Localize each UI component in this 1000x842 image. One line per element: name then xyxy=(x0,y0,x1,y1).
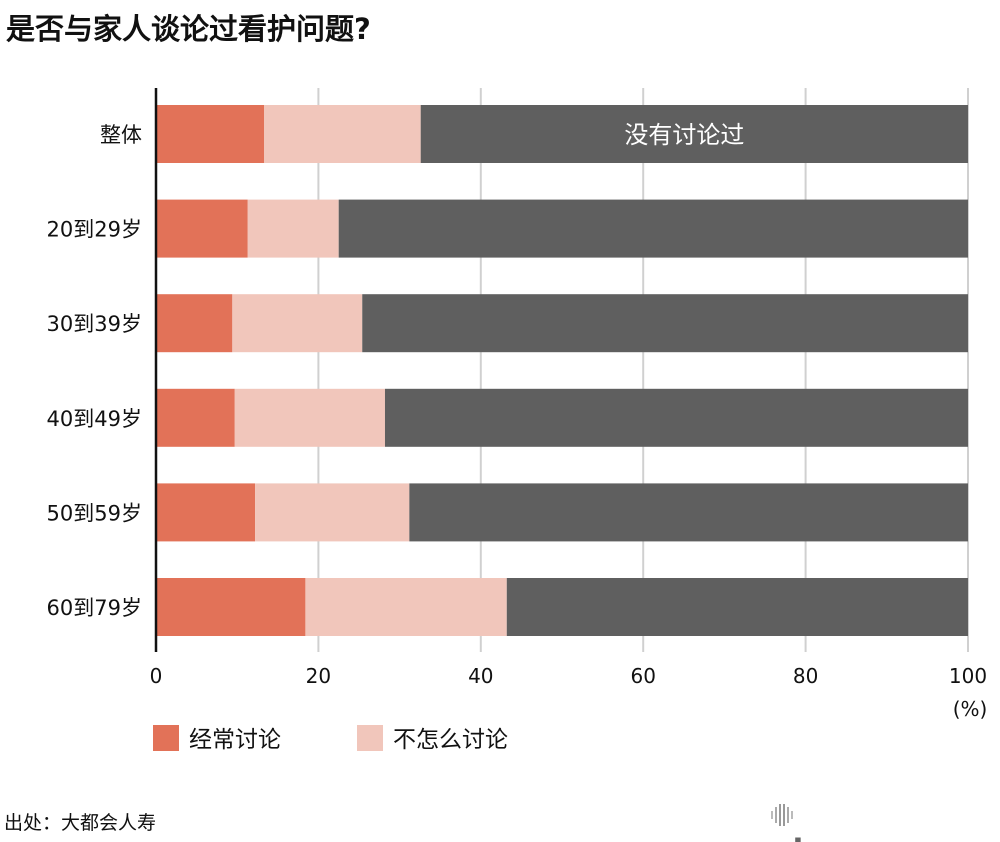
category-label: 20到29岁 xyxy=(47,218,142,242)
bar-segment xyxy=(156,105,264,163)
x-unit-label: (%) xyxy=(953,697,988,721)
bar-segment xyxy=(409,483,968,542)
bar-segment xyxy=(362,294,968,353)
sound-bars-icon xyxy=(771,804,793,826)
bar-segment xyxy=(255,483,410,542)
x-tick-label: 0 xyxy=(150,664,163,688)
x-tick-label: 20 xyxy=(306,664,331,688)
x-tick-label: 80 xyxy=(793,664,818,688)
bar-segment xyxy=(247,199,339,258)
bar-segment xyxy=(156,294,233,353)
nippon-logo: nippon.com xyxy=(770,797,1000,842)
x-tick-label: 100 xyxy=(949,664,987,688)
bar-segment xyxy=(338,199,968,258)
inline-series-label: 没有讨论过 xyxy=(624,121,744,149)
bar-segment xyxy=(156,199,248,258)
category-label: 40到49岁 xyxy=(47,407,142,431)
legend-label: 经常讨论 xyxy=(189,727,281,753)
bar-segment xyxy=(384,388,968,447)
bar-segment xyxy=(234,388,385,447)
legend-swatch xyxy=(357,725,383,751)
bar-segment xyxy=(263,105,421,163)
category-label: 60到79岁 xyxy=(47,596,142,620)
bar-segment xyxy=(156,578,306,636)
legend-label: 不怎么讨论 xyxy=(393,727,508,753)
category-label: 30到39岁 xyxy=(47,312,142,336)
x-tick-label: 40 xyxy=(468,664,493,688)
bar-segment xyxy=(156,388,235,447)
bar-segment xyxy=(506,578,968,636)
legend-swatch xyxy=(153,725,179,751)
bar-segment xyxy=(156,483,256,542)
category-label: 整体 xyxy=(100,123,142,147)
source-note: 出处：大都会人寿 xyxy=(4,812,157,834)
bar-segment xyxy=(305,578,507,636)
bar-segment xyxy=(420,105,968,163)
category-label: 50到59岁 xyxy=(47,501,142,525)
x-tick-label: 60 xyxy=(630,664,655,688)
chart-title: 是否与家人谈论过看护问题? xyxy=(6,12,371,46)
bar-segment xyxy=(232,294,363,353)
